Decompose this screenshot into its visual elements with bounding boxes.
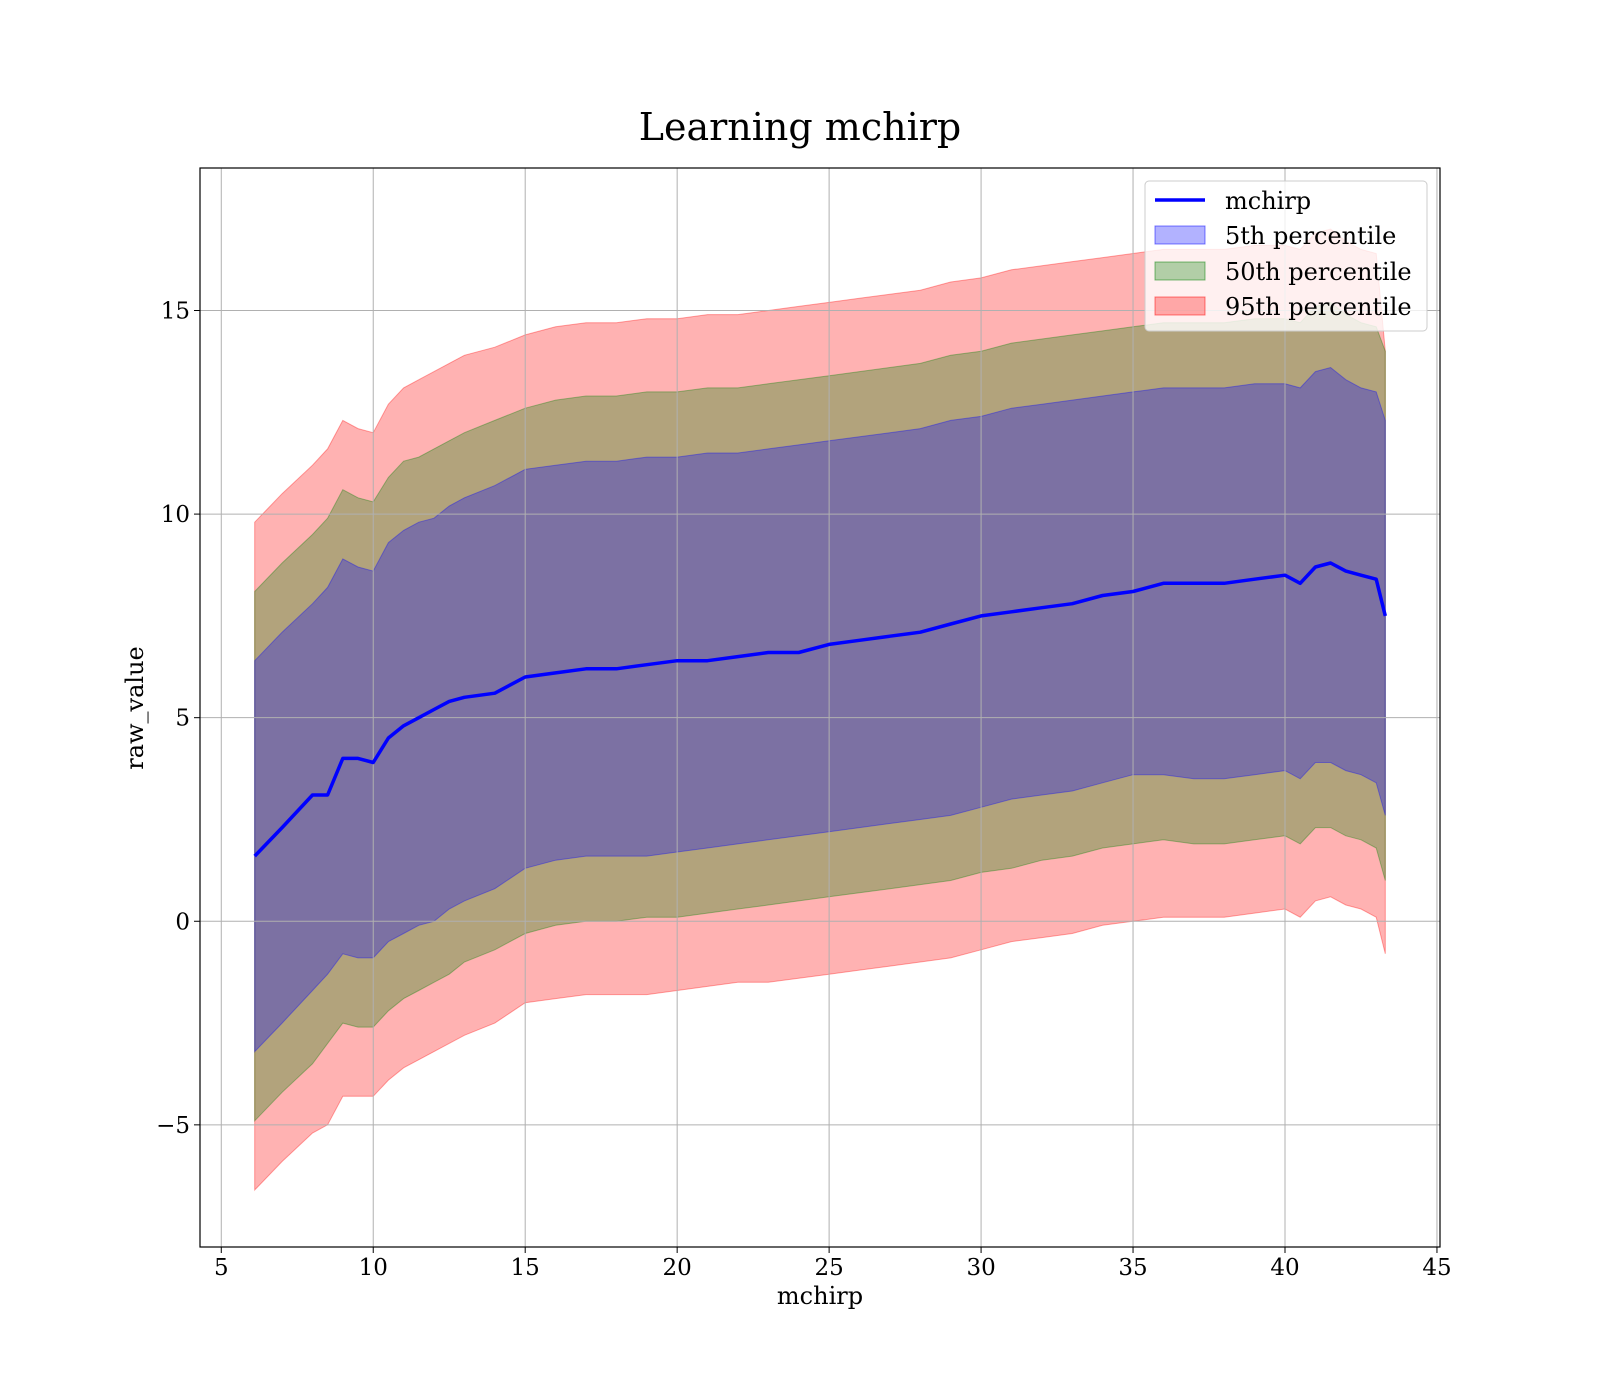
legend-swatch-95th	[1154, 296, 1206, 316]
band-5th	[254, 366, 1386, 1053]
x-tick-label: 45	[1422, 1255, 1451, 1281]
legend-label-95th: 95th percentile	[1225, 293, 1412, 321]
y-tick-label: 10	[161, 502, 190, 528]
y-tick-label: 15	[161, 299, 190, 325]
legend-swatch-5th	[1154, 225, 1206, 245]
series-line-mchirp	[253, 561, 1387, 858]
y-axis-ticks: −5 0 5 10 15	[156, 299, 200, 1139]
x-tick-label: 40	[1270, 1255, 1299, 1281]
legend: mchirp 5th percentile 50th percentile 95…	[1144, 180, 1428, 332]
y-tick-label: −5	[156, 1113, 190, 1139]
legend-label-mchirp: mchirp	[1225, 187, 1311, 215]
y-tick-label: 0	[175, 909, 190, 935]
legend-label-5th: 5th percentile	[1225, 222, 1396, 250]
legend-swatch-50th	[1154, 261, 1206, 281]
legend-frame	[1144, 180, 1428, 332]
grid-lines	[200, 168, 1440, 1247]
x-tick-label: 10	[359, 1255, 388, 1281]
series-lines	[253, 561, 1387, 858]
x-tick-label: 15	[511, 1255, 540, 1281]
x-axis-ticks: 5 10 15 20 25 30 35 40 45	[214, 1247, 1452, 1281]
y-tick-label: 5	[175, 706, 190, 732]
legend-label-50th: 50th percentile	[1225, 258, 1412, 286]
percentile-bands	[254, 228, 1386, 1192]
x-tick-label: 35	[1118, 1255, 1147, 1281]
band-50th	[254, 301, 1386, 1123]
y-axis-label: raw_value	[121, 646, 149, 770]
chart-title: Learning mchirp	[639, 105, 961, 149]
x-tick-label: 20	[663, 1255, 692, 1281]
plot-frame	[199, 167, 1441, 1248]
band-95th	[254, 228, 1386, 1192]
x-tick-label: 5	[214, 1255, 229, 1281]
x-tick-label: 30	[966, 1255, 995, 1281]
x-axis-label: mchirp	[777, 1282, 863, 1310]
x-tick-label: 25	[814, 1255, 843, 1281]
